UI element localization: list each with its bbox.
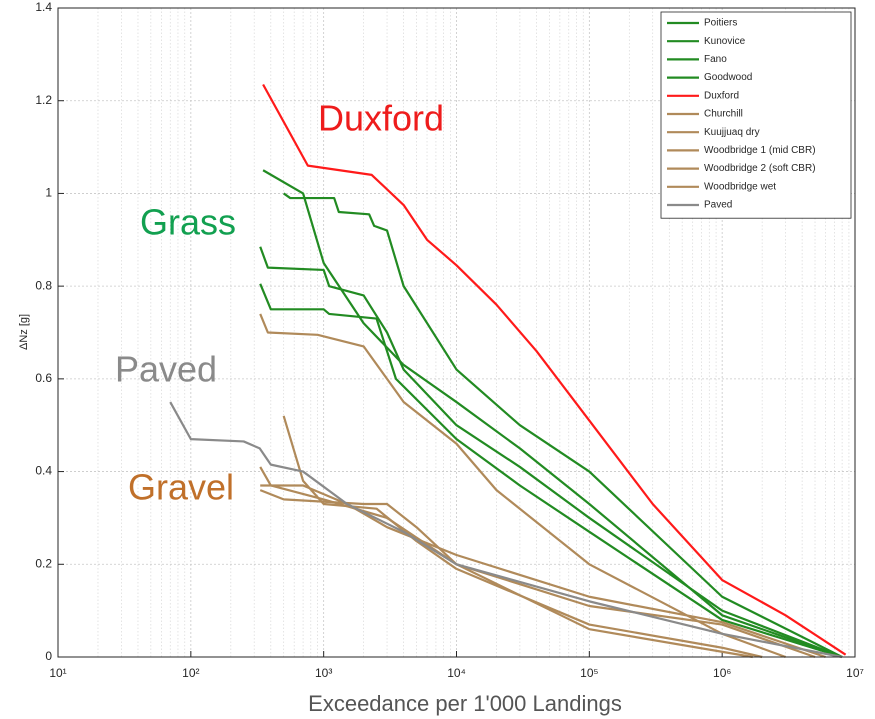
x-tick-label: 10⁷: [846, 666, 864, 680]
legend-label: Kunovice: [704, 36, 746, 47]
legend-label: Kuujjuaq dry: [704, 127, 760, 138]
legend-label: Duxford: [704, 90, 739, 101]
x-tick-label: 10³: [315, 666, 332, 680]
x-tick-label: 10⁶: [713, 666, 731, 680]
lines: [169, 83, 847, 659]
y-tick-label: 0.6: [35, 371, 52, 385]
series-line: [259, 313, 786, 659]
series-line: [283, 192, 843, 658]
y-tick-label: 0.2: [35, 556, 52, 570]
y-tick-label: 1.4: [35, 0, 52, 14]
x-tick-label: 10⁵: [580, 666, 598, 680]
y-axis-label: ΔNz [g]: [18, 314, 30, 350]
series-line: [262, 169, 843, 659]
x-tick-label: 10⁴: [447, 666, 466, 680]
series-line: [259, 246, 843, 659]
plot-frame: [57, 7, 856, 658]
annotation: Paved: [115, 349, 217, 390]
legend-label: Fano: [704, 54, 727, 65]
series-line: [259, 489, 753, 659]
x-axis-label: Exceedance per 1'000 Landings: [308, 691, 622, 716]
series-line: [262, 83, 847, 656]
legend-label: Goodwood: [704, 72, 752, 83]
y-tick-label: 0.4: [35, 464, 52, 478]
y-tick-label: 1: [45, 186, 52, 200]
legend-label: Woodbridge 1 (mid CBR): [704, 145, 816, 156]
x-tick-label: 10¹: [49, 666, 66, 680]
legend-label: Poitiers: [704, 18, 737, 29]
y-tick-label: 0.8: [35, 278, 52, 292]
legend-label: Woodbridge wet: [704, 181, 776, 192]
legend: Poitiers Kunovice Fano Goodwood Duxford Churc…: [660, 11, 852, 219]
x-tick-label: 10²: [182, 666, 199, 680]
y-tick-label: 0: [45, 649, 52, 663]
y-tick-label: 1.2: [35, 93, 52, 107]
annotation: Duxford: [318, 98, 444, 139]
series-line: [169, 401, 843, 659]
legend-label: Paved: [704, 200, 732, 211]
legend-label: Woodbridge 2 (soft CBR): [704, 163, 816, 174]
annotation: Gravel: [128, 467, 234, 508]
annotation: Grass: [140, 202, 236, 243]
series-line: [259, 283, 843, 659]
series-line: [282, 415, 763, 659]
legend-label: Churchill: [704, 109, 743, 120]
